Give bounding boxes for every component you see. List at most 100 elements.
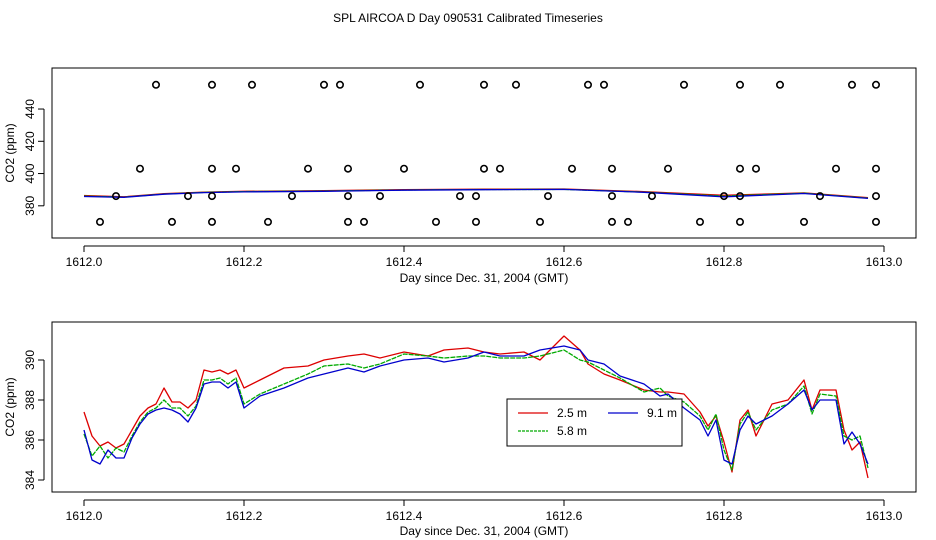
bottom-y-axis: 384 386 388 390 [23, 350, 45, 490]
calibration-point [471, 192, 480, 201]
top-scatter-points [96, 80, 880, 226]
legend-label-5-8m: 5.8 m [557, 424, 587, 438]
calibration-point [248, 80, 257, 89]
calibration-point [663, 164, 672, 173]
bottom-y-axis-label: CO2 (ppm) [3, 377, 17, 436]
calibration-point [719, 192, 728, 201]
calibration-point [871, 164, 880, 173]
calibration-point [871, 192, 880, 201]
calibration-point [775, 80, 784, 89]
legend-label-2-5m: 2.5 m [557, 406, 587, 420]
top-y-tick-label: 440 [23, 99, 37, 119]
calibration-point [871, 217, 880, 226]
top-x-tick-label: 1613.0 [866, 255, 903, 269]
calibration-point [375, 192, 384, 201]
calibration-point [431, 217, 440, 226]
bot-series-line-9-1-m [83, 345, 869, 465]
calibration-point [847, 80, 856, 89]
calibration-point [735, 164, 744, 173]
calibration-point [695, 217, 704, 226]
calibration-point [871, 80, 880, 89]
calibration-point [208, 192, 217, 201]
bot-x-tick-label: 1612.4 [386, 509, 423, 523]
bot-series-line-2-5-m [83, 335, 869, 479]
calibration-point [319, 80, 328, 89]
calibration-point [799, 217, 808, 226]
bottom-plot-frame [51, 321, 917, 493]
calibration-point [599, 80, 608, 89]
bot-series-line-5-8-m [83, 349, 869, 471]
calibration-point [335, 80, 344, 89]
calibration-point [479, 80, 488, 89]
legend-label-9-1m: 9.1 m [647, 406, 677, 420]
bot-x-tick-label: 1612.2 [226, 509, 263, 523]
top-y-axis: 380 400 420 440 [23, 99, 45, 216]
bot-x-tick-label: 1612.0 [66, 509, 103, 523]
calibration-point [471, 217, 480, 226]
calibration-point [751, 164, 760, 173]
top-x-tick-label: 1612.4 [386, 255, 423, 269]
calibration-point [208, 217, 217, 226]
calibration-point [343, 217, 352, 226]
calibration-point [168, 217, 177, 226]
calibration-point [495, 164, 504, 173]
top-x-axis: 1612.0 1612.2 1612.4 1612.6 1612.8 1613.0 [66, 245, 903, 269]
bot-y-tick-label: 384 [23, 470, 37, 490]
calibration-point [112, 192, 121, 201]
calibration-point [607, 164, 616, 173]
calibration-point [136, 164, 145, 173]
top-series-lines [83, 188, 869, 200]
calibration-point [343, 192, 352, 201]
calibration-point [263, 217, 272, 226]
bot-y-tick-label: 390 [23, 350, 37, 370]
top-y-tick-label: 420 [23, 131, 37, 151]
calibration-point [567, 164, 576, 173]
bottom-series-lines [83, 335, 869, 479]
figure-title: SPL AIRCOA D Day 090531 Calibrated Times… [333, 11, 603, 25]
calibration-point [735, 80, 744, 89]
calibration-point [208, 80, 217, 89]
calibration-point [287, 192, 296, 201]
calibration-point [479, 164, 488, 173]
calibration-point [415, 80, 424, 89]
top-chart: 1612.0 1612.2 1612.4 1612.6 1612.8 1613.0 380… [3, 67, 917, 285]
calibration-point [96, 217, 105, 226]
legend: 2.5 m 9.1 m 5.8 m [506, 398, 683, 447]
top-y-tick-label: 380 [23, 195, 37, 215]
calibration-point [679, 80, 688, 89]
calibration-point [232, 164, 241, 173]
bot-y-tick-label: 386 [23, 430, 37, 450]
calibration-point [455, 192, 464, 201]
top-x-axis-label: Day since Dec. 31, 2004 (GMT) [400, 271, 569, 285]
calibration-point [815, 192, 824, 201]
calibration-point [399, 164, 408, 173]
top-series-line-9-1-m [83, 188, 869, 200]
calibration-point [184, 192, 193, 201]
bottom-x-axis: 1612.0 1612.2 1612.4 1612.6 1612.8 1613.0 [66, 499, 903, 523]
calibration-point [208, 164, 217, 173]
top-y-axis-label: CO2 (ppm) [3, 123, 17, 182]
calibration-point [831, 164, 840, 173]
bot-x-tick-label: 1612.8 [706, 509, 743, 523]
calibration-point [343, 164, 352, 173]
bottom-chart: 1612.0 1612.2 1612.4 1612.6 1612.8 1613.0 384… [3, 321, 917, 538]
calibration-point [303, 164, 312, 173]
calibration-point [735, 192, 744, 201]
top-x-tick-label: 1612.2 [226, 255, 263, 269]
calibration-point [735, 217, 744, 226]
calibration-point [511, 80, 520, 89]
calibration-point [359, 217, 368, 226]
calibration-point [647, 192, 656, 201]
calibration-point [607, 217, 616, 226]
bottom-x-axis-label: Day since Dec. 31, 2004 (GMT) [400, 524, 569, 538]
calibration-point [535, 217, 544, 226]
top-x-tick-label: 1612.0 [66, 255, 103, 269]
legend-box [506, 398, 683, 447]
bot-x-tick-label: 1613.0 [866, 509, 903, 523]
bot-x-tick-label: 1612.6 [546, 509, 583, 523]
top-plot-frame [51, 67, 917, 239]
top-series-line-5-8-m [83, 188, 869, 199]
bot-y-tick-label: 388 [23, 390, 37, 410]
calibration-point [583, 80, 592, 89]
